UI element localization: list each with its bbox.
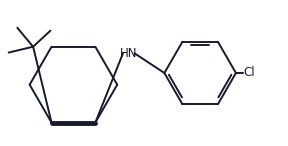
Text: HN: HN [120,47,137,60]
Text: Cl: Cl [243,66,255,80]
